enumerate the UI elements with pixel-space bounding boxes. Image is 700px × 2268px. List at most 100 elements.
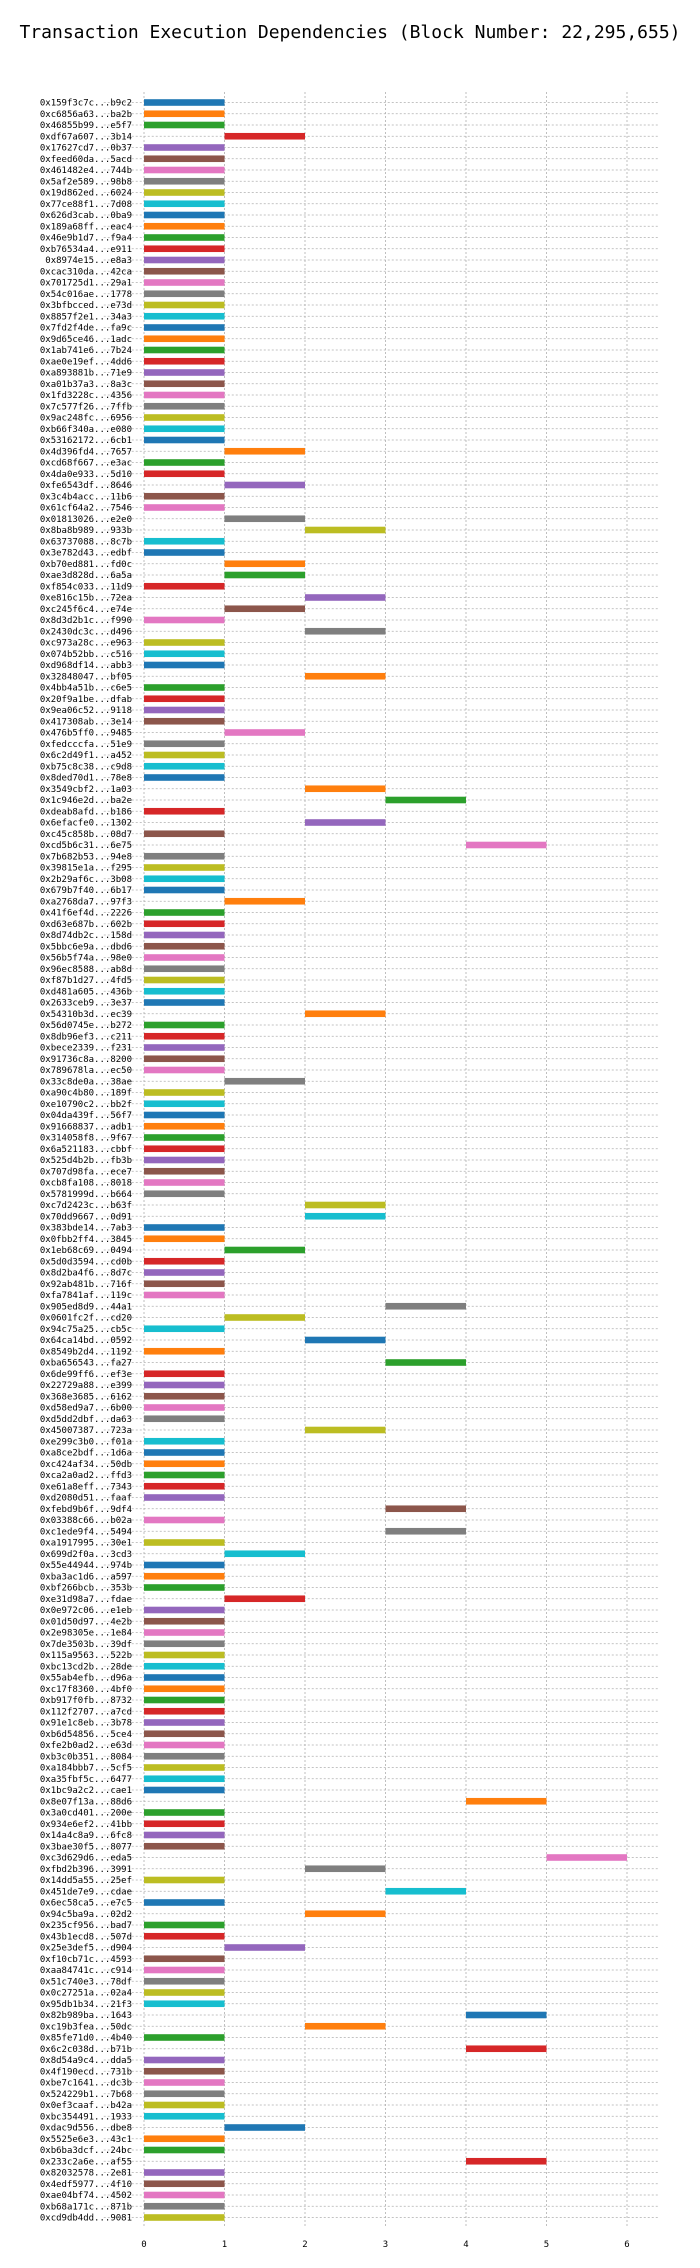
transaction-bar (144, 436, 225, 444)
transaction-hash-label: 0x55e44944...974b (40, 1561, 132, 1571)
transaction-hash-label: 0xa893881b...71e9 (40, 369, 132, 379)
transaction-bar (144, 999, 225, 1006)
transaction-hash-label: 0x8857f2e1...34a3 (40, 312, 132, 322)
transaction-bar (144, 1876, 225, 1884)
transaction-hash-label: 0xcd68f667...e3ac (40, 459, 132, 469)
transaction-hash-label: 0xb917f0fb...8732 (40, 1696, 132, 1706)
transaction-bar (144, 1055, 225, 1063)
transaction-hash-label: 0x451de7e9...cdae (40, 1887, 132, 1897)
transaction-bar (144, 380, 225, 388)
transaction-bar (144, 1494, 225, 1501)
transaction-bar (144, 1370, 225, 1378)
transaction-hash-label: 0x235cf956...bad7 (40, 1921, 132, 1931)
transaction-bar (144, 807, 225, 815)
transaction-bar (144, 2101, 225, 2109)
transaction-bar (144, 324, 225, 331)
transaction-hash-label: 0x77ce88f1...7d08 (40, 200, 132, 210)
transaction-bar (144, 1786, 225, 1794)
transaction-hash-label: 0x41f6ef4d...2226 (40, 909, 132, 919)
transaction-hash-label: 0xe299c3b0...f01a (40, 1437, 132, 1447)
transaction-hash-label: 0x85fe71d0...4b40 (40, 2034, 132, 2044)
transaction-hash-label: 0x91668837...adb1 (40, 1122, 132, 1132)
transaction-bar (144, 1764, 225, 1771)
transaction-hash-label: 0xc17f8360...4bf0 (40, 1685, 132, 1695)
transaction-hash-label: 0x45007387...723a (40, 1426, 132, 1436)
transaction-hash-label: 0x9d65ce46...1adc (40, 335, 132, 345)
transaction-bar (144, 1842, 225, 1850)
transaction-bar (144, 1606, 225, 1614)
transaction-bar (144, 1325, 225, 1333)
transaction-hash-label: 0x4da0e933...5d10 (40, 470, 132, 480)
transaction-bar (144, 1134, 225, 1141)
transaction-bar (144, 402, 225, 410)
transaction-hash-label: 0x14a4c8a9...6fc8 (40, 1831, 132, 1841)
transaction-bar (144, 1629, 225, 1636)
transaction-bar (305, 819, 386, 826)
transaction-hash-label: 0x4d396fd4...7657 (40, 447, 132, 457)
transaction-bar (144, 864, 225, 871)
transaction-bar (144, 301, 225, 309)
transaction-bar (144, 1516, 225, 1524)
transaction-bar (144, 1730, 225, 1738)
transaction-bar (144, 537, 225, 545)
transaction-hash-label: 0xa35fbf5c...6477 (40, 1775, 132, 1785)
transaction-bar (224, 447, 305, 455)
x-tick-label: 4 (463, 2240, 468, 2250)
transaction-bar (305, 1336, 386, 1344)
transaction-hash-label: 0x2b29af6c...3b08 (40, 875, 132, 885)
transaction-bar (144, 1809, 225, 1816)
transaction-hash-label: 0x368e3685...6162 (40, 1392, 132, 1402)
transaction-hash-label: 0x4bb4a51b...c6e5 (40, 684, 132, 694)
transaction-bar (144, 346, 225, 354)
transaction-bar (144, 459, 225, 466)
transaction-bar (305, 594, 386, 601)
transaction-bar (305, 1426, 386, 1434)
transaction-hash-label: 0x5525e6e3...43c1 (40, 2135, 132, 2145)
transaction-hash-label: 0x112f2707...a7cd (40, 1707, 132, 1717)
transaction-hash-label: 0x22729a88...e399 (40, 1381, 132, 1391)
transaction-bar (144, 976, 225, 984)
transaction-bar (144, 2146, 225, 2154)
transaction-hash-label: 0x94c75a25...cb5c (40, 1325, 132, 1335)
transaction-bar (144, 2135, 225, 2143)
transaction-hash-label: 0xe61a8eff...7343 (40, 1482, 132, 1492)
transaction-hash-label: 0xe10790c2...bb2f (40, 1100, 132, 1110)
transaction-hash-label: 0x525d4b2b...fb3b (40, 1156, 132, 1166)
transaction-bar (144, 1269, 225, 1276)
transaction-hash-label: 0x20f9a1be...dfab (40, 695, 132, 705)
transaction-bar (144, 1719, 225, 1726)
transaction-hash-label: 0x9ac248fc...6956 (40, 414, 132, 424)
transaction-hash-label: 0xca2a0ad2...ffd3 (40, 1471, 132, 1481)
transaction-bar (144, 2180, 225, 2188)
transaction-hash-label: 0x91e1c8eb...3b78 (40, 1719, 132, 1729)
transaction-hash-label: 0xcac310da...42ca (40, 267, 132, 277)
transaction-hash-label: 0x2430dc3c...d496 (40, 627, 132, 637)
transaction-bar (224, 1944, 305, 1951)
transaction-bar (144, 909, 225, 916)
transaction-bar (466, 2011, 547, 2019)
transaction-hash-label: 0x115a9563...522b (40, 1651, 132, 1661)
transaction-hash-label: 0x6de99ff6...ef3e (40, 1370, 132, 1380)
transaction-bar (144, 920, 225, 928)
transaction-bar (144, 942, 225, 950)
transaction-hash-label: 0xfebd9b6f...9df4 (40, 1505, 132, 1515)
transaction-hash-label: 0xf10cb71c...4593 (40, 1955, 132, 1965)
transaction-hash-label: 0x03388c66...b02a (40, 1516, 132, 1526)
transaction-bar (224, 605, 305, 613)
transaction-bar (144, 661, 225, 669)
x-tick-label: 6 (624, 2240, 629, 2250)
transaction-hash-label: 0xa90c4b80...189f (40, 1089, 132, 1099)
transaction-hash-label: 0x32848047...bf05 (40, 672, 132, 682)
transaction-hash-label: 0xf87b1d27...4fd5 (40, 976, 132, 986)
transaction-hash-label: 0x54c016ae...1778 (40, 290, 132, 300)
transaction-hash-label: 0xb76534a4...e911 (40, 245, 132, 255)
transaction-bar (224, 2124, 305, 2131)
transaction-bar (144, 369, 225, 376)
transaction-hash-label: 0x01813026...e2e0 (40, 515, 132, 525)
transaction-bar (144, 549, 225, 556)
transaction-hash-label: 0xdf67a607...3b14 (40, 132, 132, 142)
transaction-hash-label: 0xb3c0b351...8084 (40, 1752, 132, 1762)
transaction-hash-label: 0x1fd3228c...4356 (40, 391, 132, 401)
transaction-hash-label: 0x46855b99...e5f7 (40, 121, 132, 131)
transaction-bar (144, 2191, 225, 2199)
